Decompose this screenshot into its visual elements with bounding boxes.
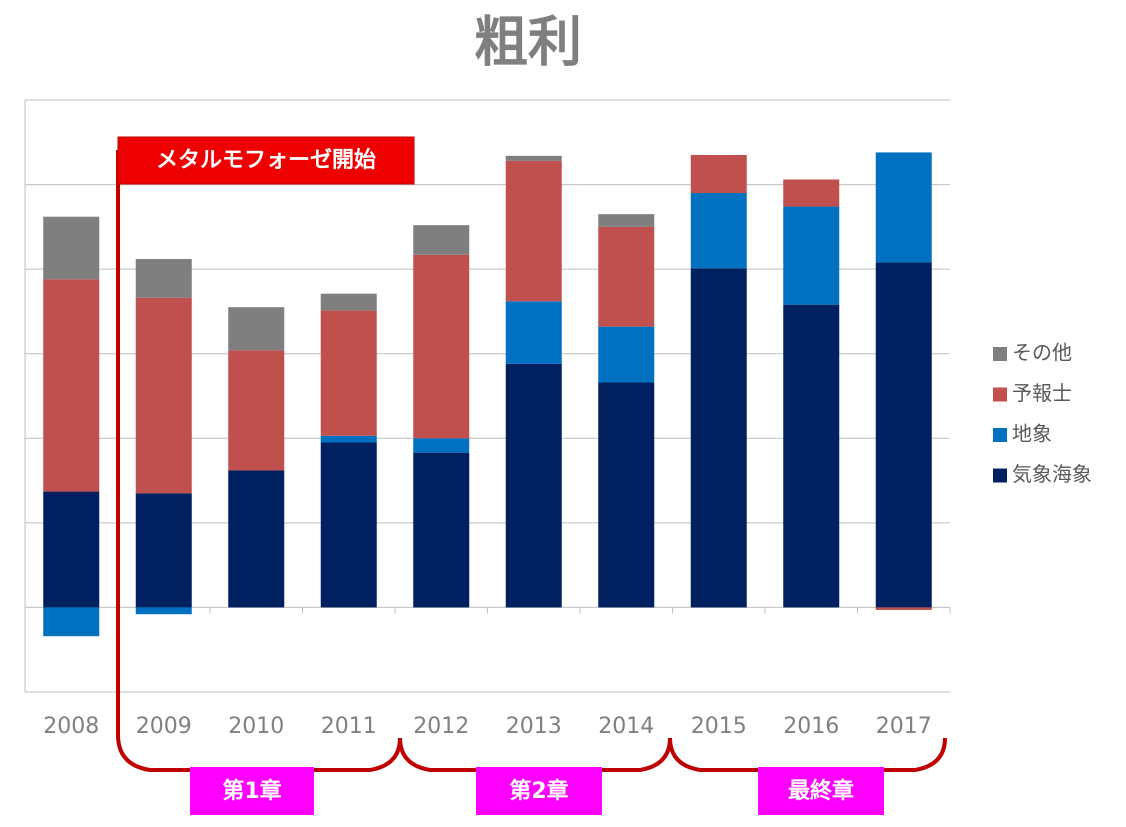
chapter-box [190,767,314,815]
bar-segment [135,493,192,608]
bar-segment [43,216,100,280]
bar-segment [505,155,562,161]
chapter-label: 第1章 [222,778,281,804]
bar-segment [875,607,932,610]
bar-segment [598,214,655,227]
bars [43,152,932,637]
x-tick-label: 2010 [228,714,284,739]
bar-segment [598,226,655,327]
start-box [117,136,415,185]
bar-segment [413,452,470,608]
bar-segment [320,293,377,311]
chapter-box [758,767,884,815]
legend-label: 気象海象 [1012,462,1092,486]
legend-label: その他 [1012,341,1072,365]
chapter-label: 第2章 [509,778,568,804]
chart-title: 粗利 [474,11,582,74]
bar-segment [783,304,840,608]
bar-segment [135,258,192,298]
x-tick-label: 2014 [598,714,654,739]
bar-segment [598,326,655,383]
x-tick-label: 2012 [413,714,469,739]
bar-segment [413,254,470,439]
bar-segment [783,179,840,207]
bar-segment [135,607,192,615]
bar-segment [875,152,932,263]
legend-swatch [993,347,1007,361]
bar-segment [43,607,100,637]
bar-segment [413,438,470,453]
x-tick-label: 2015 [691,714,747,739]
legend: 気象海象 地象 予報士 その他 [993,341,1092,486]
bar-segment [505,301,562,364]
bar-segment [43,491,100,608]
bar-segment [320,435,377,443]
x-tick-label: 2008 [43,714,99,739]
bar-segment [320,442,377,608]
legend-swatch [993,387,1007,402]
legend-label: 予報士 [1012,381,1072,405]
bar-segment [598,382,655,608]
bar-segment [875,262,932,608]
x-tick-label: 2013 [506,714,562,739]
legend-swatch [993,428,1007,442]
x-tick-label: 2017 [876,714,932,739]
bar-segment [228,350,285,471]
bar-segment [413,225,470,255]
bar-segment [228,470,285,608]
legend-label: 地象 [1012,422,1052,446]
bar-segment [690,154,747,194]
start-label: メタルモフォーゼ開始 [156,147,376,173]
bar-segment [135,297,192,494]
x-tick-label: 2016 [783,714,839,739]
chapter-box [476,767,602,815]
bar-segment [320,310,377,436]
chapter-label: 最終章 [788,778,854,804]
x-tick-label: 2009 [136,714,192,739]
bar-segment [505,160,562,302]
bar-segment [690,193,747,269]
bar-segment [690,268,747,608]
bar-segment [783,206,840,305]
legend-swatch [993,468,1007,483]
bar-segment [228,307,285,351]
bar-segment [505,363,562,608]
bar-segment [43,279,100,492]
x-tick-label: 2011 [321,714,377,739]
